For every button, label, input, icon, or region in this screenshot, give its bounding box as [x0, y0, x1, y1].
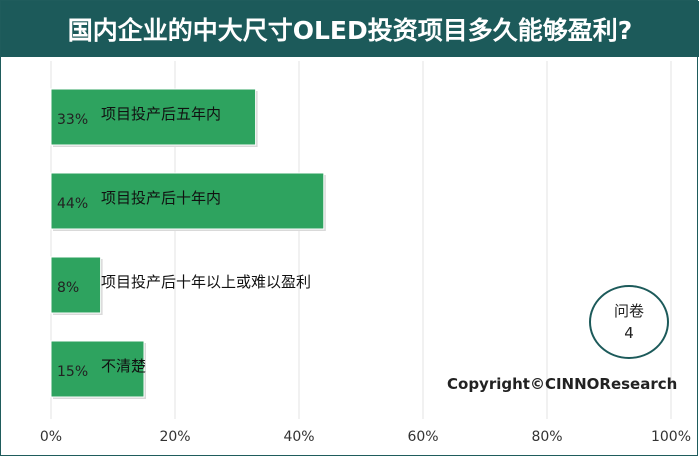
bar-category-label: 不清楚: [101, 357, 146, 375]
bar-category-label: 项目投产后十年内: [101, 189, 221, 207]
title-bar: 国内企业的中大尺寸OLED投资项目多久能够盈利?: [1, 1, 699, 57]
bar-value-label: 8%: [57, 280, 79, 296]
x-tick-label: 40%: [283, 429, 314, 445]
survey-badge-label: 问卷: [613, 302, 644, 320]
chart-title: 国内企业的中大尺寸OLED投资项目多久能够盈利?: [67, 16, 633, 45]
bar: [50, 340, 145, 398]
bar-value-label: 15%: [57, 364, 88, 380]
x-tick-label: 20%: [159, 429, 190, 445]
bar: [50, 172, 325, 230]
survey-badge-number: 4: [624, 324, 634, 342]
survey-badge: 问卷 4: [589, 285, 669, 359]
bar-value-label: 44%: [57, 196, 88, 212]
bar: [50, 256, 102, 314]
bar-category-label: 项目投产后十年以上或难以盈利: [101, 273, 311, 291]
bar-value-label: 33%: [57, 112, 88, 128]
bar-category-label: 项目投产后五年内: [101, 105, 221, 123]
x-tick-label: 0%: [40, 429, 62, 445]
bar: [50, 88, 257, 146]
x-tick-label: 100%: [651, 429, 691, 445]
x-tick-label: 80%: [531, 429, 562, 445]
x-tick-label: 60%: [407, 429, 438, 445]
copyright-text: Copyright©CINNOResearch: [447, 375, 678, 393]
